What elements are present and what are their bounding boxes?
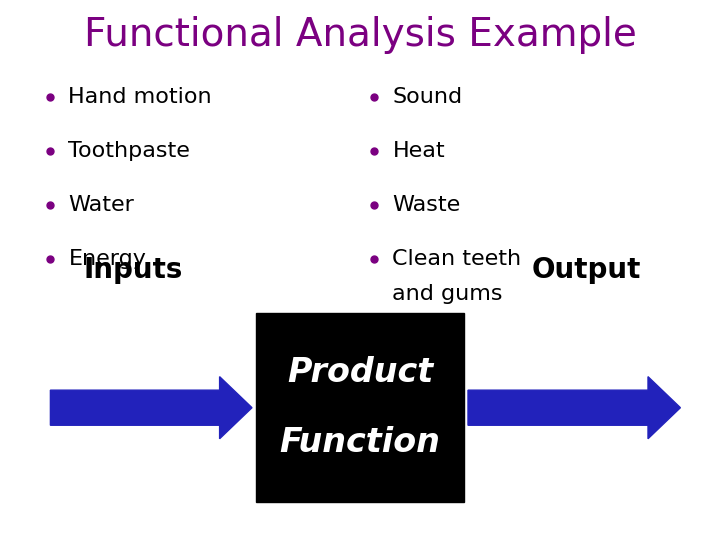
Text: Waste: Waste	[392, 195, 461, 215]
Text: Output: Output	[532, 256, 642, 284]
Text: Function: Function	[279, 426, 441, 460]
Text: Clean teeth: Clean teeth	[392, 249, 521, 269]
FancyArrow shape	[50, 377, 252, 438]
Text: Functional Analysis Example: Functional Analysis Example	[84, 16, 636, 54]
Text: and gums: and gums	[392, 284, 503, 305]
Text: Sound: Sound	[392, 87, 462, 107]
Text: Hand motion: Hand motion	[68, 87, 212, 107]
Text: Product: Product	[287, 356, 433, 389]
Text: Inputs: Inputs	[84, 256, 183, 284]
Bar	[256, 313, 464, 502]
FancyArrow shape	[468, 377, 680, 438]
Text: Heat: Heat	[392, 141, 445, 161]
Text: Toothpaste: Toothpaste	[68, 141, 190, 161]
Text: Energy: Energy	[68, 249, 146, 269]
Text: Water: Water	[68, 195, 134, 215]
